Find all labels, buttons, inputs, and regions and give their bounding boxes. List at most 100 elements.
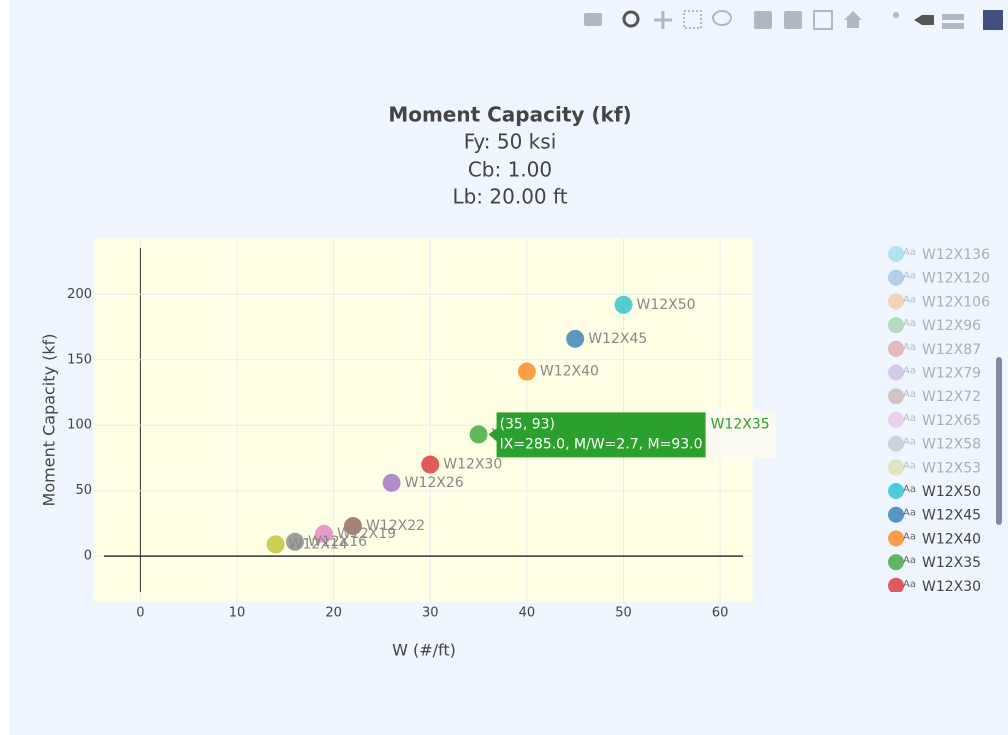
point-label: W12X16 [308, 534, 367, 550]
hover-compare-icon[interactable] [942, 14, 964, 29]
x-tick-label: 0 [136, 606, 144, 621]
x-tick-label: 30 [422, 606, 439, 621]
select-icon[interactable] [683, 10, 702, 29]
legend-symbol-text: Aa [903, 413, 916, 424]
pan-icon[interactable] [654, 11, 672, 29]
legend-marker [888, 269, 904, 286]
legend-label: W12X120 [922, 271, 990, 287]
legend-item[interactable]: Aa W12X72 [888, 388, 981, 405]
legend-label: W12X35 [922, 555, 981, 571]
tooltip-name: W12X35 [711, 416, 770, 432]
x-tick-label: 50 [615, 606, 632, 621]
legend-symbol-text: Aa [903, 247, 916, 258]
point-label: W12X22 [366, 518, 425, 534]
legend-label: W12X53 [922, 460, 981, 476]
tooltip-name-box [706, 411, 777, 459]
point [421, 455, 440, 474]
point-label: W12X19 [337, 526, 396, 542]
autoscale-icon[interactable] [813, 10, 833, 30]
x-tick-label: 40 [519, 606, 536, 621]
legend-item[interactable]: Aa W12X120 [888, 269, 990, 287]
chart-title: Moment Capacity (kf) [388, 103, 631, 127]
x-tick-label: 60 [712, 606, 729, 621]
point-label: W12X14 [289, 536, 348, 552]
legend-item[interactable]: Aa W12X79 [888, 364, 981, 382]
camera-icon[interactable] [584, 13, 602, 26]
x-tick-label: 20 [325, 606, 342, 621]
legend-item[interactable]: Aa W12X35 [888, 554, 981, 571]
zoom-in-icon[interactable] [754, 11, 772, 29]
x-axis-title: W (#/ft) [392, 641, 456, 660]
y-tick-label: 200 [67, 287, 92, 302]
legend-item[interactable]: Aa W12X30 [888, 577, 981, 595]
home-icon[interactable] [844, 11, 862, 28]
y-tick-label: 100 [67, 418, 92, 433]
legend-label: W12X30 [922, 579, 981, 595]
legend-label: W12X136 [922, 247, 990, 263]
legend-label: W12X45 [922, 508, 981, 524]
tooltip: (35, 93) IX=285.0, M/W=2.7, M=93.0 W12X35 [488, 411, 777, 459]
y-tick-label: 150 [67, 352, 92, 367]
legend-marker [888, 364, 904, 381]
legend-symbol-text: Aa [903, 366, 916, 377]
legend-symbol-text: Aa [903, 342, 916, 353]
point [314, 524, 333, 543]
spike-icon[interactable] [893, 12, 899, 18]
legend: Aa W12X136 Aa W12X120 Aa W12X106 Aa W12X96 Aa W12… [888, 246, 990, 595]
legend-symbol-text: Aa [903, 555, 916, 566]
subtitle: Cb: 1.00 [468, 158, 552, 182]
legend-label: W12X96 [922, 318, 981, 334]
legend-symbol-text: Aa [903, 318, 916, 329]
legend-symbol-text: Aa [903, 271, 916, 282]
legend-item[interactable]: Aa W12X58 [888, 435, 981, 453]
point [382, 473, 401, 492]
legend-marker [888, 459, 904, 476]
legend-marker [888, 411, 904, 428]
x-tick-label: 10 [229, 606, 246, 621]
legend-item[interactable]: Aa W12X87 [888, 340, 981, 358]
legend-item[interactable]: Aa W12X45 [888, 506, 981, 524]
legend-symbol-text: Aa [903, 389, 916, 400]
legend-item[interactable]: Aa W12X136 [888, 246, 990, 263]
plotly-logo[interactable] [983, 10, 1003, 30]
y-tick-label: 50 [75, 483, 92, 498]
legend-symbol-text: Aa [903, 437, 916, 448]
point [614, 295, 633, 314]
legend-marker [888, 246, 904, 262]
legend-symbol-text: Aa [903, 508, 916, 519]
legend-item[interactable]: Aa W12X40 [888, 530, 981, 547]
legend-marker [888, 388, 904, 405]
legend-label: W12X65 [922, 413, 981, 429]
zoom-out-icon[interactable] [784, 11, 802, 29]
legend-item[interactable]: Aa W12X65 [888, 411, 981, 429]
legend-symbol-text: Aa [903, 460, 916, 471]
legend-items: Aa W12X136 Aa W12X120 Aa W12X106 Aa W12X96 Aa W12… [888, 246, 990, 595]
modebar[interactable] [584, 10, 1003, 30]
legend-item[interactable]: Aa W12X50 [888, 483, 981, 500]
legend-item[interactable]: Aa W12X106 [888, 293, 990, 310]
point [285, 532, 304, 551]
legend-marker [888, 506, 904, 523]
legend-marker [888, 317, 904, 334]
lasso-icon[interactable] [712, 10, 732, 26]
subtitle: Fy: 50 ksi [464, 130, 557, 154]
point-label: W12X50 [637, 297, 696, 313]
point [266, 535, 285, 554]
legend-item[interactable]: Aa W12X96 [888, 317, 981, 334]
zoom-icon[interactable] [622, 10, 640, 28]
legend-symbol-text: Aa [903, 294, 916, 305]
legend-item[interactable]: Aa W12X53 [888, 459, 981, 476]
legend-label: W12X40 [922, 531, 981, 547]
y-tick-label: 0 [84, 549, 92, 564]
legend-label: W12X72 [922, 389, 981, 405]
point-label: W12X26 [405, 475, 464, 491]
legend-scrollbar[interactable] [996, 357, 1002, 525]
legend-label: W12X58 [922, 437, 981, 453]
subtitle: Lb: 20.00 ft [452, 185, 567, 209]
legend-marker [888, 435, 904, 452]
legend-marker [888, 483, 904, 499]
hover-closest-icon[interactable] [914, 15, 934, 25]
legend-symbol-text: Aa [903, 484, 916, 495]
